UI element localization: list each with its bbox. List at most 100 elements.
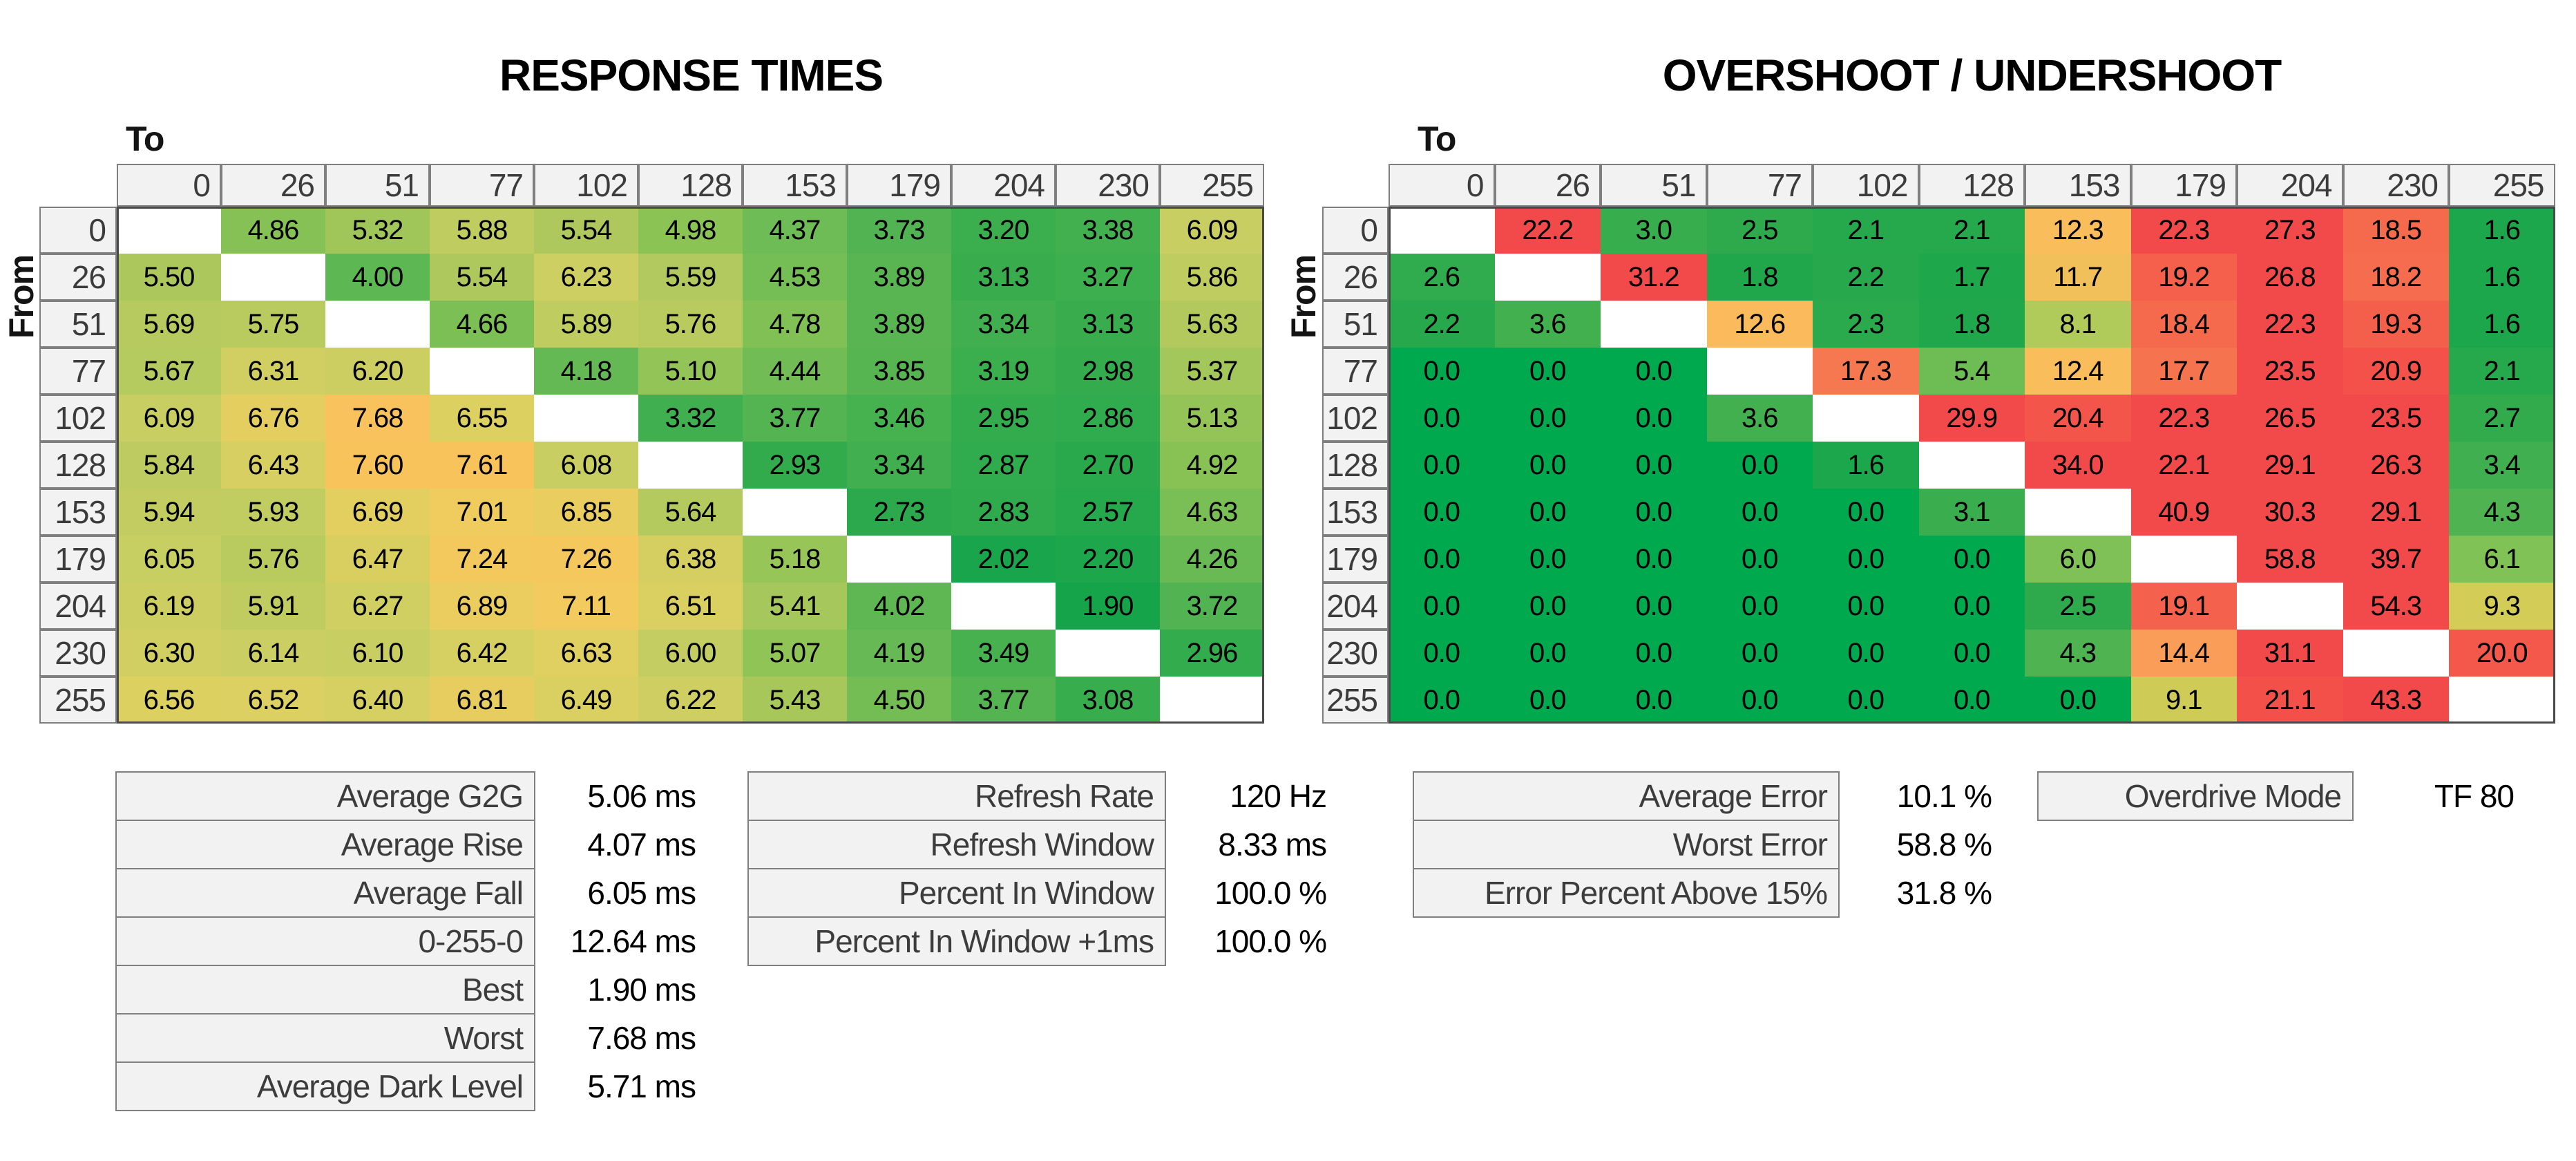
heatmap-cell: 0.0 — [1918, 536, 2025, 583]
heatmap-cell: 0.0 — [1494, 677, 1601, 724]
heatmap-cell — [1918, 442, 2025, 489]
summary-value: 4.07 ms — [587, 827, 696, 862]
heatmap-cell — [2025, 489, 2131, 536]
heatmap-cell: 5.89 — [534, 301, 638, 348]
heatmap-cell: 29.1 — [2237, 442, 2343, 489]
row-header: 153 — [39, 489, 117, 536]
heatmap-cell — [1160, 677, 1264, 724]
response-times-heatmap: 0 26 51 77 102 128 153 179 204 230 255 0 4.86 5.32 5.8… — [39, 164, 1264, 724]
heatmap-cell: 3.19 — [951, 348, 1056, 395]
summary-row: Average G2G 5.06 ms — [115, 771, 696, 821]
heatmap-cell — [430, 348, 534, 395]
heatmap-cell: 6.56 — [117, 677, 221, 724]
heatmap-cell: 0.0 — [1601, 630, 1707, 677]
heatmap-cell: 4.26 — [1160, 536, 1264, 583]
column-header: 51 — [1601, 164, 1707, 207]
summary-label: 0-255-0 — [115, 916, 535, 966]
heatmap-cell: 34.0 — [2025, 442, 2131, 489]
column-header: 255 — [2449, 164, 2555, 207]
heatmap-cell: 5.86 — [1160, 254, 1264, 301]
summary-label: Worst Error — [1413, 820, 1840, 869]
summary-label: Average G2G — [115, 771, 535, 821]
heatmap-corner — [39, 164, 117, 207]
summary-row: Best 1.90 ms — [115, 965, 696, 1014]
summary-row: Percent In Window 100.0 % — [747, 868, 1327, 918]
heatmap-cell — [1389, 207, 1495, 254]
heatmap-cell: 2.86 — [1056, 395, 1160, 442]
heatmap-cell: 6.09 — [117, 395, 221, 442]
heatmap-cell: 2.73 — [847, 489, 951, 536]
column-header: 179 — [2130, 164, 2237, 207]
heatmap-cell: 5.88 — [430, 207, 534, 254]
heatmap-cell: 7.61 — [430, 442, 534, 489]
heatmap-cell: 2.70 — [1056, 442, 1160, 489]
heatmap-cell: 0.0 — [1494, 442, 1601, 489]
summary-row: Error Percent Above 15% 31.8 % — [1413, 868, 1992, 918]
heatmap-cell: 2.3 — [1813, 301, 1919, 348]
row-header: 26 — [39, 254, 117, 301]
summary-label: Average Error — [1413, 771, 1840, 821]
heatmap-cell: 5.07 — [743, 630, 847, 677]
heatmap-cell: 2.02 — [951, 536, 1056, 583]
heatmap-cell: 5.91 — [221, 583, 325, 630]
column-header: 102 — [1813, 164, 1919, 207]
heatmap-corner — [1322, 164, 1389, 207]
heatmap-cell: 0.0 — [1813, 630, 1919, 677]
heatmap-cell: 22.3 — [2130, 395, 2237, 442]
row-header: 204 — [39, 583, 117, 630]
heatmap-cell: 3.20 — [951, 207, 1056, 254]
heatmap-cell: 22.3 — [2237, 301, 2343, 348]
heatmap-cell: 3.4 — [2449, 442, 2555, 489]
heatmap-cell: 5.67 — [117, 348, 221, 395]
heatmap-cell: 2.1 — [1813, 207, 1919, 254]
heatmap-cell: 12.6 — [1706, 301, 1813, 348]
heatmap-cell: 7.68 — [325, 395, 430, 442]
heatmap-cell: 0.0 — [1389, 536, 1495, 583]
heatmap-cell: 27.3 — [2237, 207, 2343, 254]
heatmap-cell: 0.0 — [1494, 583, 1601, 630]
column-header: 179 — [847, 164, 951, 207]
heatmap-cell: 22.2 — [1494, 207, 1601, 254]
heatmap-cell: 5.94 — [117, 489, 221, 536]
heatmap-cell: 6.49 — [534, 677, 638, 724]
heatmap-cell: 22.1 — [2130, 442, 2237, 489]
heatmap-cell: 6.42 — [430, 630, 534, 677]
summary-value: TF 80 — [2434, 778, 2515, 814]
heatmap-cell: 4.37 — [743, 207, 847, 254]
from-axis-label-right: From — [1284, 255, 1323, 339]
heatmap-cell — [221, 254, 325, 301]
heatmap-cell: 0.0 — [2025, 677, 2131, 724]
heatmap-cell: 0.0 — [1601, 348, 1707, 395]
summary-value: 12.64 ms — [570, 923, 696, 959]
heatmap-cell: 54.3 — [2343, 583, 2449, 630]
heatmap-cell: 1.8 — [1706, 254, 1813, 301]
row-header: 153 — [1322, 489, 1389, 536]
summary-value: 8.33 ms — [1218, 827, 1327, 862]
heatmap-cell: 4.02 — [847, 583, 951, 630]
heatmap-cell — [2449, 677, 2555, 724]
heatmap-cell: 1.8 — [1918, 301, 2025, 348]
heatmap-cell: 20.4 — [2025, 395, 2131, 442]
heatmap-cell: 6.55 — [430, 395, 534, 442]
heatmap-cell: 5.10 — [638, 348, 743, 395]
summary-value: 7.68 ms — [587, 1020, 696, 1056]
column-header: 153 — [743, 164, 847, 207]
heatmap-cell — [951, 583, 1056, 630]
heatmap-cell: 21.1 — [2237, 677, 2343, 724]
summary-value: 100.0 % — [1214, 923, 1327, 959]
heatmap-cell: 0.0 — [1706, 583, 1813, 630]
summary-row: Average Fall 6.05 ms — [115, 868, 696, 918]
summary-value: 31.8 % — [1896, 875, 1992, 911]
heatmap-cell: 18.4 — [2130, 301, 2237, 348]
heatmap-cell: 6.08 — [534, 442, 638, 489]
heatmap-cell: 1.90 — [1056, 583, 1160, 630]
summary-value: 5.06 ms — [587, 778, 696, 814]
heatmap-cell: 22.3 — [2130, 207, 2237, 254]
heatmap-cell: 9.3 — [2449, 583, 2555, 630]
heatmap-cell: 3.85 — [847, 348, 951, 395]
heatmap-cell: 4.86 — [221, 207, 325, 254]
heatmap-cell: 0.0 — [1494, 395, 1601, 442]
overshoot-heatmap: 0 26 51 77 102 128 153 179 204 230 255 0 22.2 3.0 2.5 2… — [1322, 164, 2555, 724]
heatmap-cell: 5.18 — [743, 536, 847, 583]
heatmap-cell: 4.53 — [743, 254, 847, 301]
